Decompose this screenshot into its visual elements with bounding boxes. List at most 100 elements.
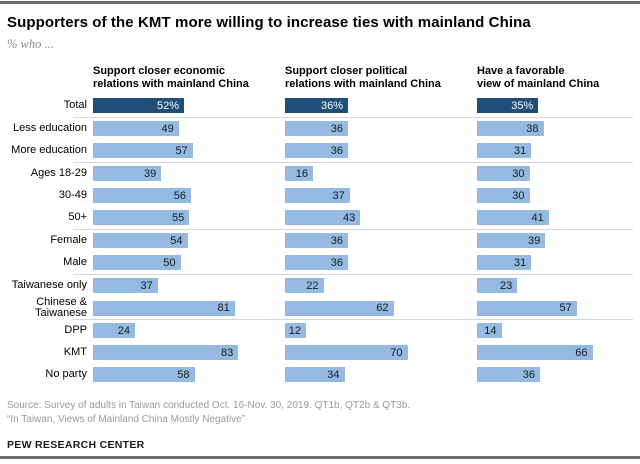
chart-row: More education 57 36 31 bbox=[7, 140, 633, 162]
bar-cell: 83 bbox=[93, 345, 285, 361]
bottom-rule bbox=[0, 456, 640, 459]
bar-cell: 24 bbox=[93, 323, 285, 339]
bar-value-label: 36 bbox=[330, 144, 343, 157]
bar-value-label: 41 bbox=[531, 211, 544, 224]
bar: 31 bbox=[477, 143, 532, 159]
bar-value-label: 39 bbox=[144, 167, 157, 180]
header-line: Support closer economic bbox=[93, 65, 226, 77]
chart-row: 30-49 56 37 30 bbox=[7, 185, 633, 207]
bar-value-label: 49 bbox=[161, 122, 174, 135]
bar-value-label: 70 bbox=[390, 346, 403, 359]
bar-cell: 36 bbox=[285, 233, 477, 249]
chart-rows: Total 52% 36% 35% Less education 49 36 38 More e… bbox=[7, 95, 633, 386]
bar-value-label: 83 bbox=[221, 346, 234, 359]
bar-cell: 37 bbox=[93, 278, 285, 294]
header-line: relations with mainland China bbox=[93, 77, 249, 90]
bar-cell: 38 bbox=[477, 121, 633, 137]
header-line: Support closer political bbox=[285, 65, 408, 77]
bar-value-label: 50 bbox=[163, 256, 176, 269]
bar: 30 bbox=[477, 188, 530, 204]
bar-value-label: 56 bbox=[173, 189, 186, 202]
bar-cell: 31 bbox=[477, 143, 633, 159]
bar-value-label: 43 bbox=[343, 211, 356, 224]
bar-value-label: 58 bbox=[177, 368, 190, 381]
bar: 16 bbox=[285, 166, 313, 182]
bar-value-label: 36 bbox=[522, 368, 535, 381]
column-headers: Support closer economic relations with m… bbox=[7, 65, 633, 95]
chart-row: Female 54 36 39 bbox=[7, 230, 633, 252]
bar: 24 bbox=[93, 323, 135, 339]
bar: 36 bbox=[477, 367, 540, 383]
bar-value-label: 14 bbox=[484, 324, 497, 337]
bar: 50 bbox=[93, 255, 181, 271]
chart-row: No party 58 34 36 bbox=[7, 364, 633, 386]
header-line: Have a favorable bbox=[477, 65, 565, 77]
bar-value-label: 36 bbox=[330, 256, 343, 269]
bar: 35% bbox=[477, 98, 539, 114]
bar: 30 bbox=[477, 166, 530, 182]
row-label: Taiwanese only bbox=[11, 279, 87, 292]
bar: 36 bbox=[285, 121, 348, 137]
row-label: No party bbox=[45, 368, 87, 381]
chart-row: Chinese & Taiwanese 81 62 57 bbox=[7, 296, 633, 319]
bar-cell: 57 bbox=[477, 300, 633, 316]
bar: 12 bbox=[285, 323, 306, 339]
bar-value-label: 16 bbox=[295, 167, 308, 180]
bar-cell: 54 bbox=[93, 233, 285, 249]
bar-value-label: 38 bbox=[526, 122, 539, 135]
bar-value-label: 37 bbox=[140, 279, 153, 292]
bar-cell: 23 bbox=[477, 278, 633, 294]
top-rule bbox=[0, 1, 640, 4]
bar-cell: 43 bbox=[285, 210, 477, 226]
bar-cell: 35% bbox=[477, 98, 633, 114]
bar-cell: 37 bbox=[285, 188, 477, 204]
bar: 49 bbox=[93, 121, 179, 137]
bar-cell: 36% bbox=[285, 98, 477, 114]
bar-cell: 16 bbox=[285, 166, 477, 182]
row-label: 50+ bbox=[68, 211, 87, 224]
bar-cell: 62 bbox=[285, 300, 477, 316]
chart-row: Ages 18-29 39 16 30 bbox=[7, 163, 633, 185]
bar-value-label: 24 bbox=[117, 324, 130, 337]
bar-value-label: 54 bbox=[170, 234, 183, 247]
bar-cell: 57 bbox=[93, 143, 285, 159]
bar: 58 bbox=[93, 367, 195, 383]
chart-subtitle: % who ... bbox=[7, 37, 54, 51]
header-spacer bbox=[7, 65, 93, 95]
bar-cell: 81 bbox=[93, 300, 285, 316]
bar-cell: 49 bbox=[93, 121, 285, 137]
row-label: Less education bbox=[13, 122, 87, 135]
bar-cell: 50 bbox=[93, 255, 285, 271]
group-separator bbox=[73, 318, 633, 320]
header-line: view of mainland China bbox=[477, 77, 600, 90]
row-label: More education bbox=[11, 144, 87, 157]
bar-cell: 36 bbox=[477, 367, 633, 383]
bar-value-label: 36 bbox=[330, 122, 343, 135]
row-label: 30-49 bbox=[58, 189, 87, 202]
report-title-line: “In Taiwan, Views of Mainland China Most… bbox=[7, 414, 246, 426]
chart-row: Total 52% 36% 35% bbox=[7, 95, 633, 117]
row-label: KMT bbox=[63, 346, 87, 359]
bar-value-label: 12 bbox=[288, 324, 301, 337]
bar: 55 bbox=[93, 210, 190, 226]
bar: 57 bbox=[93, 143, 193, 159]
group-separator bbox=[73, 161, 633, 163]
bar-cell: 31 bbox=[477, 255, 633, 271]
bar: 56 bbox=[93, 188, 191, 204]
bar: 83 bbox=[93, 345, 239, 361]
bar: 70 bbox=[285, 345, 408, 361]
bar-value-label: 81 bbox=[217, 302, 230, 315]
bar: 38 bbox=[477, 121, 544, 137]
bar-cell: 34 bbox=[285, 367, 477, 383]
row-label: Male bbox=[63, 256, 87, 269]
bar: 34 bbox=[285, 367, 345, 383]
chart-row: DPP 24 12 14 bbox=[7, 320, 633, 342]
group-separator bbox=[73, 116, 633, 118]
bar-cell: 36 bbox=[285, 121, 477, 137]
bar-cell: 14 bbox=[477, 323, 633, 339]
bar-value-label: 31 bbox=[514, 144, 527, 157]
bar: 43 bbox=[285, 210, 361, 226]
bar: 31 bbox=[477, 255, 532, 271]
bar: 22 bbox=[285, 278, 324, 294]
bar-cell: 30 bbox=[477, 188, 633, 204]
